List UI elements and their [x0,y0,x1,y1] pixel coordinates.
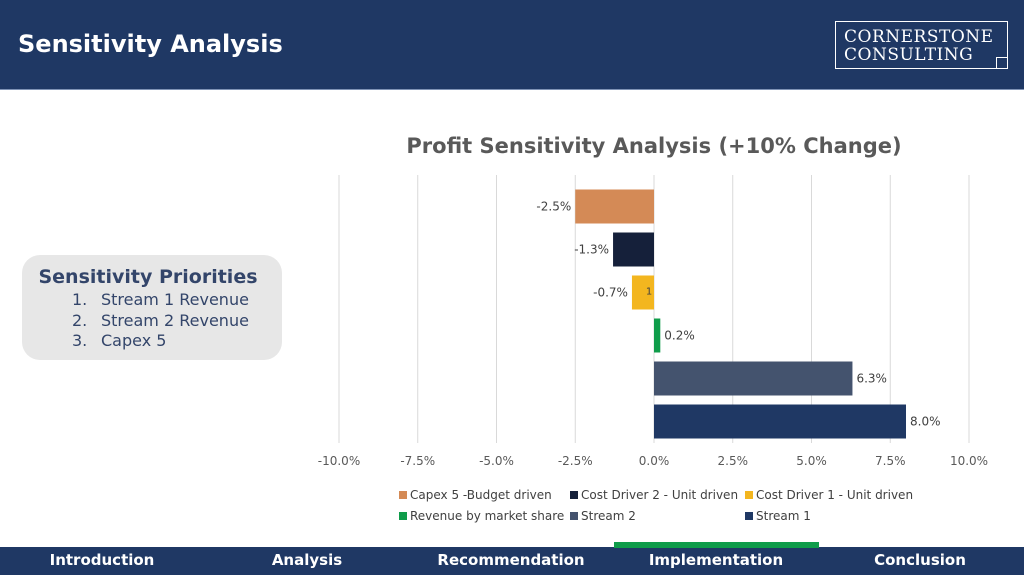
legend-swatch [570,491,578,499]
chart-title: Profit Sensitivity Analysis (+10% Change… [406,134,901,158]
bottom-nav-bar [0,547,1024,575]
company-logo: CORNERSTONE CONSULTING [835,21,1008,69]
legend-swatch [745,491,753,499]
priority-number: 1. [72,290,88,309]
bar-data-label: 6.3% [856,372,887,386]
bar [654,404,906,439]
logo-line-2: CONSULTING [844,45,974,65]
chart-legend: Capex 5 -Budget driven Cost Driver 2 - Un… [399,488,913,523]
bar-data-label: 8.0% [910,415,941,429]
x-tick-label: -7.5% [400,454,435,468]
bar-data-label: -0.7% [593,286,628,300]
nav-tab-implementation[interactable]: Implementation [648,551,784,569]
legend-label: Capex 5 -Budget driven [410,488,552,502]
priorities-list: 1. Stream 1 Revenue 2. Stream 2 Revenue 3.… [22,290,282,352]
active-nav-indicator [614,542,819,548]
x-tick-label: -10.0% [318,454,360,468]
logo-line-1: CORNERSTONE [844,27,994,47]
nav-tab-analysis[interactable]: Analysis [271,551,343,569]
priority-number: 3. [72,331,88,350]
bar [654,318,661,353]
legend-swatch [399,512,407,520]
stray-label: 1 [646,287,652,298]
nav-tab-conclusion[interactable]: Conclusion [874,551,966,569]
nav-tab-introduction[interactable]: Introduction [49,551,155,569]
legend-label: Stream 2 [581,509,636,523]
bar-data-label: -1.3% [574,243,609,257]
logo-corner-mark [996,57,1008,69]
chart-x-ticks: -10.0% -7.5% -5.0% -2.5% 0.0% 2.5% 5.0% 7.5% 10.… [318,454,988,468]
bar-data-label: -2.5% [536,200,571,214]
bar-data-label: 0.2% [664,329,695,343]
bar [575,189,654,224]
priority-label: Stream 2 Revenue [101,310,249,330]
legend-swatch [745,512,753,520]
x-tick-label: 10.0% [950,454,988,468]
priority-number: 2. [72,310,88,330]
x-tick-label: -5.0% [479,454,514,468]
page-title: Sensitivity Analysis [18,30,283,58]
priority-item: 1. Stream 1 Revenue [22,290,282,311]
x-tick-label: 7.5% [875,454,906,468]
bar [654,361,853,396]
legend-swatch [570,512,578,520]
priority-label: Stream 1 Revenue [101,290,249,309]
legend-label: Revenue by market share [410,509,564,523]
x-tick-label: -2.5% [558,454,593,468]
legend-label: Cost Driver 2 - Unit driven [581,488,738,502]
x-tick-label: 0.0% [639,454,670,468]
bar [613,232,654,267]
header-bar: Sensitivity Analysis CORNERSTONE CONSULT… [0,0,1024,90]
x-tick-label: 5.0% [796,454,827,468]
legend-label: Cost Driver 1 - Unit driven [756,488,913,502]
priority-item: 2. Stream 2 Revenue [22,311,282,332]
legend-swatch [399,491,407,499]
chart-bars: -2.5% -1.3% -0.7% 0.2% 6.3% 8.0% 1 [536,189,941,439]
nav-tab-recommendation[interactable]: Recommendation [437,551,585,569]
priority-label: Capex 5 [101,331,167,350]
x-tick-label: 2.5% [718,454,749,468]
priorities-title: Sensitivity Priorities [38,266,258,288]
priority-item: 3. Capex 5 [22,331,282,352]
legend-label: Stream 1 [756,509,811,523]
sensitivity-priorities-box: Sensitivity Priorities 1. Stream 1 Revenu… [22,255,282,360]
bar [631,275,654,310]
